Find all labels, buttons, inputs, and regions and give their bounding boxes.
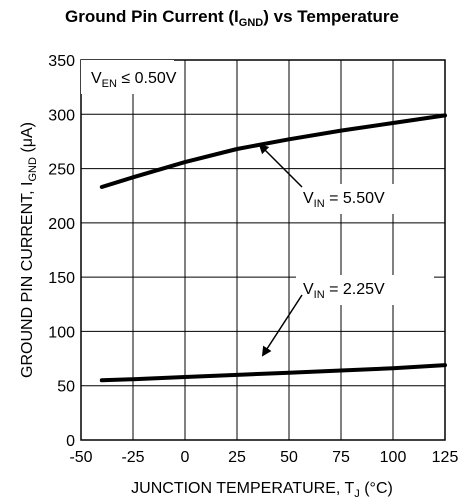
y-tick-labels: 0 50 100 150 200 250 300 350 — [48, 53, 75, 450]
y-tick-label: 100 — [48, 324, 75, 341]
x-tick-label: 50 — [280, 449, 298, 466]
y-tick-label: 300 — [48, 107, 75, 124]
arrow-series-2 — [261, 294, 303, 357]
series-2-label: VIN = 2.25V — [303, 281, 385, 301]
series-labels: VIN = 5.50V VIN = 2.25V — [296, 184, 434, 305]
series-2-label-bg — [296, 275, 434, 305]
x-tick-label: 75 — [332, 449, 350, 466]
x-tick-label: -25 — [121, 449, 144, 466]
y-tick-label: 200 — [48, 216, 75, 233]
series-line-1 — [99, 113, 447, 189]
series-1-label-bg — [296, 184, 434, 214]
arrow-series-1 — [258, 143, 303, 188]
vin-en-annotation: VEN ≤ 0.50V — [81, 60, 177, 94]
x-tick-label: 25 — [228, 449, 246, 466]
grid — [80, 59, 446, 441]
x-tick-label: 125 — [432, 449, 459, 466]
y-tick-label: 150 — [48, 270, 75, 287]
plot-frame — [80, 59, 446, 441]
x-tick-label: -50 — [69, 449, 92, 466]
ven-condition-label: VEN ≤ 0.50V — [91, 70, 177, 90]
x-tick-label: 100 — [380, 449, 407, 466]
y-tick-label: 350 — [48, 53, 75, 70]
annotation-background — [81, 60, 174, 94]
series-lines — [99, 113, 447, 383]
x-tick-label: 0 — [181, 449, 190, 466]
series-line-2 — [99, 363, 447, 383]
series-1-label: VIN = 5.50V — [303, 190, 385, 210]
y-tick-label: 50 — [57, 379, 75, 396]
x-tick-labels: -50 -25 0 25 50 75 100 125 — [69, 449, 458, 466]
y-tick-label: 250 — [48, 162, 75, 179]
chart-title: Ground Pin Current (IGND) vs Temperature — [65, 7, 399, 29]
y-tick-label: 0 — [66, 433, 75, 450]
y-axis-label: GROUND PIN CURRENT, IGND (μA) — [19, 122, 39, 378]
x-axis-label: JUNCTION TEMPERATURE, TJ (°C) — [131, 480, 393, 499]
annotation-arrows — [258, 143, 303, 357]
